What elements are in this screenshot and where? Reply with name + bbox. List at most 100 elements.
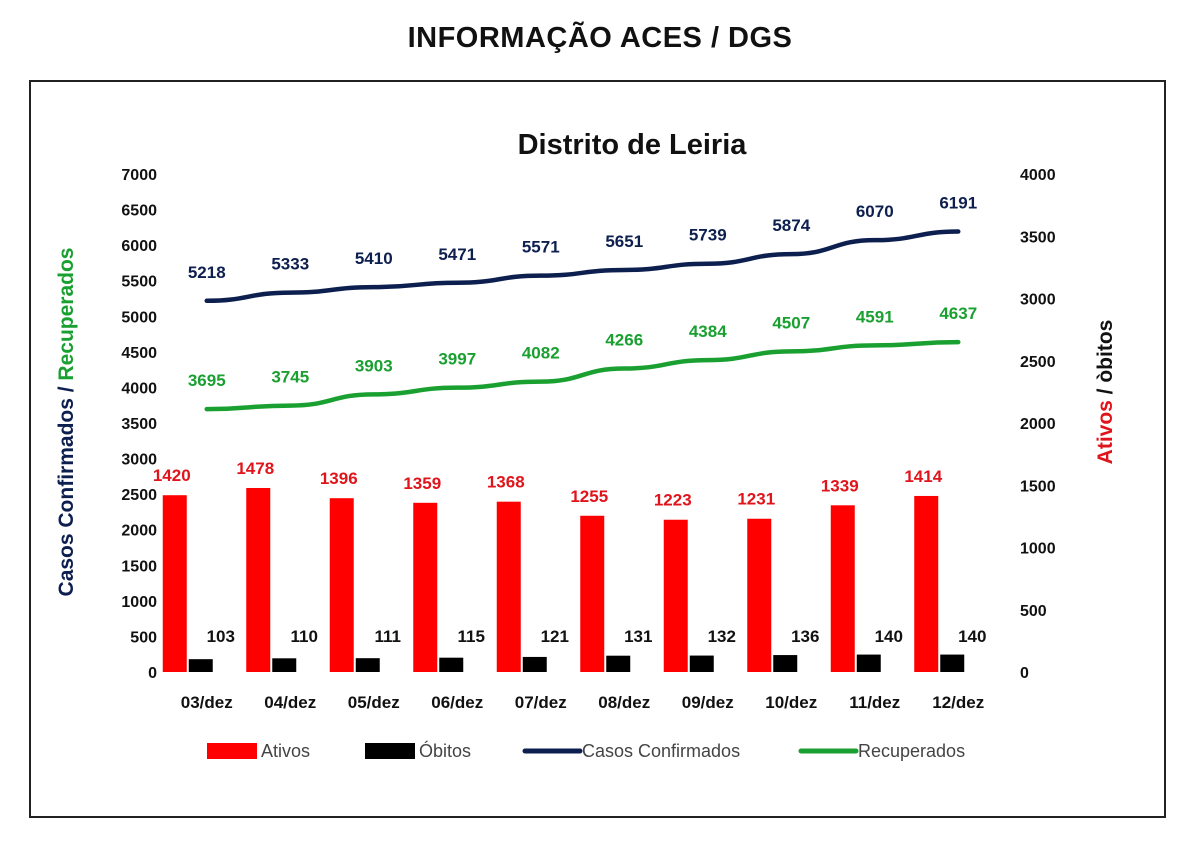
data-label-casos-confirmados: 5471 [438,245,476,264]
y-axis-left-ticks: 0 500 1000 1500 2000 2500 3000 3500 4000 4500 5000… [121,167,157,682]
x-axis-tick: 10/dez [765,693,817,712]
data-label-recuperados: 4591 [856,307,894,326]
data-label-obitos: 111 [375,627,402,646]
y-axis-left-tick: 4500 [121,345,157,362]
bar-obitos [272,658,297,672]
y-axis-right-tick: 0 [1020,665,1029,682]
bar-obitos [689,655,714,672]
bar-ativos [496,501,521,672]
data-label-ativos: 1478 [236,459,274,478]
data-label-recuperados: 3903 [355,356,393,375]
y-axis-right-tick: 1500 [1020,478,1056,495]
y-axis-right-tick: 3500 [1020,229,1056,246]
data-label-obitos: 132 [708,627,736,646]
bar-obitos [188,659,213,672]
bar-ativos [580,515,605,672]
y-axis-left-tick: 7000 [121,167,157,184]
data-label-recuperados: 3745 [271,368,309,387]
legend-label: Ativos [261,741,310,761]
x-axis-tick: 09/dez [682,693,734,712]
bar-obitos [940,654,965,672]
data-label-obitos: 131 [624,627,652,646]
bar-obitos [522,656,547,672]
data-label-ativos: 1396 [320,469,358,488]
bar-obitos [856,654,881,672]
data-label-obitos: 103 [207,627,235,646]
data-label-casos-confirmados: 5874 [772,216,810,235]
bar-ativos [329,498,354,672]
data-label-casos-confirmados: 5651 [605,232,643,251]
y-axis-left-tick: 0 [148,665,157,682]
y-axis-left-tick: 5500 [121,274,157,291]
y-axis-right-label-part1: Ativos [1094,400,1117,464]
bar-ativos [413,502,438,672]
x-axis-tick: 08/dez [598,693,650,712]
y-axis-left-tick: 4000 [121,380,157,397]
y-axis-left-tick: 6000 [121,238,157,255]
y-axis-left-tick: 1500 [121,558,157,575]
bar-ativos [747,518,772,672]
y-axis-right-tick: 2000 [1020,416,1056,433]
data-label-obitos: 121 [541,627,569,646]
legend-label: Óbitos [419,740,471,761]
y-axis-left-tick: 2000 [121,523,157,540]
bar-obitos [773,655,798,672]
y-axis-right-label-part2: / òbitos [1094,320,1117,401]
data-label-casos-confirmados: 6191 [939,194,977,213]
y-axis-left-tick: 500 [130,629,157,646]
data-label-ativos: 1223 [654,491,692,510]
bar-ativos [663,519,688,672]
legend-swatch [207,743,257,759]
legend-label: Casos Confirmados [582,741,740,761]
bar-ativos [246,487,271,672]
data-label-obitos: 140 [958,627,986,646]
y-axis-left-label: Casos Confirmados / Recuperados [55,248,78,597]
data-label-ativos: 1231 [737,490,775,509]
line-recuperados [204,339,961,412]
y-axis-left-tick: 3500 [121,416,157,433]
y-axis-right-tick: 500 [1020,603,1047,620]
y-axis-left-tick: 1000 [121,594,157,611]
x-axis-tick: 05/dez [348,693,400,712]
bar-ativos [830,505,855,672]
data-label-obitos: 136 [791,627,819,646]
y-axis-right-tick: 4000 [1020,167,1056,184]
y-axis-left-tick: 6500 [121,203,157,220]
data-label-casos-confirmados: 5410 [355,249,393,268]
bar-obitos [355,658,380,672]
page-title: INFORMAÇÃO ACES / DGS [407,22,793,54]
data-label-casos-confirmados: 6070 [856,202,894,221]
x-axis-ticks: 03/dez 04/dez 05/dez 06/dez 07/dez 08/dez 09/d… [181,693,984,712]
x-axis-tick: 07/dez [515,693,567,712]
data-label-ativos: 1414 [904,467,942,486]
chart-frame [29,80,1166,818]
bar-obitos [439,657,464,672]
y-axis-left-tick: 5000 [121,309,157,326]
bars [162,487,965,672]
x-axis-tick: 04/dez [264,693,316,712]
y-axis-left-tick: 2500 [121,487,157,504]
y-axis-right-tick: 3000 [1020,292,1056,309]
lines [204,229,961,412]
data-labels: 1420 1478 1396 1359 1368 1255 1223 1231 1339 1414… [153,194,987,646]
y-axis-right-tick: 2500 [1020,354,1056,371]
bar-ativos [914,495,939,672]
bar-ativos [162,495,187,672]
data-label-recuperados: 4384 [689,322,727,341]
data-label-ativos: 1359 [403,474,441,493]
data-label-recuperados: 4637 [939,304,977,323]
legend-label: Recuperados [858,741,965,761]
line-casos-confirmados [204,229,961,304]
x-axis-tick: 06/dez [431,693,483,712]
data-label-casos-confirmados: 5218 [188,263,226,282]
data-label-recuperados: 3997 [438,350,476,369]
data-label-ativos: 1339 [821,476,859,495]
data-label-recuperados: 4082 [522,344,560,363]
y-axis-left-label-part1: Casos Confirmados / [55,381,78,597]
legend-swatch [365,743,415,759]
y-axis-right-label: Ativos / òbitos [1094,320,1117,465]
x-axis-tick: 12/dez [932,693,984,712]
bar-obitos [606,655,631,672]
y-axis-left-label-part2: Recuperados [55,248,78,381]
data-label-recuperados: 4266 [605,331,643,350]
